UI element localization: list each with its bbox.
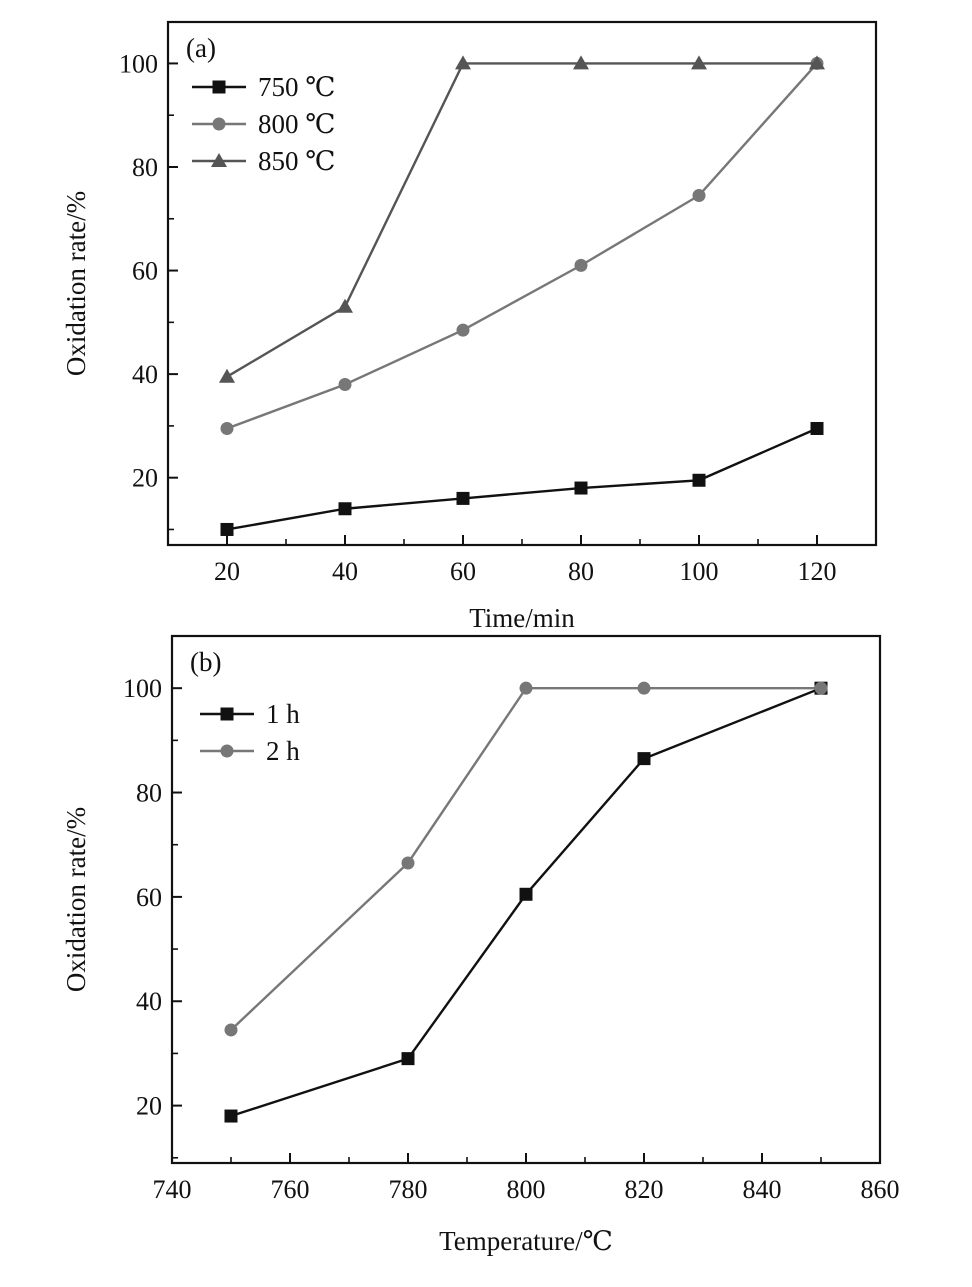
data-point xyxy=(814,681,828,695)
x-tick-label: 80 xyxy=(568,557,594,586)
series-line xyxy=(226,62,818,430)
data-point xyxy=(573,55,589,70)
legend-entry-2-h: 2 h xyxy=(200,736,300,766)
data-point xyxy=(519,681,533,695)
data-point xyxy=(637,681,651,695)
x-tick-label: 100 xyxy=(680,557,719,586)
y-tick-label: 40 xyxy=(136,987,162,1016)
series-line xyxy=(230,686,821,1031)
legend-label: 850 ℃ xyxy=(258,146,335,176)
data-point xyxy=(224,1023,238,1037)
data-point xyxy=(456,491,470,505)
data-point xyxy=(519,887,533,901)
x-axis-title: Temperature/℃ xyxy=(439,1226,613,1256)
panel-label: (b) xyxy=(190,647,221,677)
data-point xyxy=(338,502,352,516)
x-tick-label: 820 xyxy=(625,1175,664,1204)
y-tick-label: 20 xyxy=(132,464,158,493)
legend-marker xyxy=(220,744,234,758)
data-point xyxy=(809,55,825,70)
y-tick-label: 100 xyxy=(119,49,158,78)
chart-panel-b: 740 760 780 800 820 840 860 20 40 60 80 100 Temperat… xyxy=(61,634,900,1256)
data-point xyxy=(220,522,234,536)
data-point xyxy=(401,1052,415,1066)
data-point xyxy=(574,481,588,495)
chart-panel-a: 20 40 60 80 100 120 20 40 60 80 100 Time/min Oxidati… xyxy=(61,20,878,633)
panel-label: (a) xyxy=(186,33,216,63)
data-point xyxy=(810,421,824,435)
series-line xyxy=(226,427,818,531)
data-point xyxy=(456,323,470,337)
legend-label: 1 h xyxy=(266,699,300,729)
y-tick-label: 60 xyxy=(132,257,158,286)
data-point xyxy=(220,421,234,435)
x-tick-label: 120 xyxy=(798,557,837,586)
data-point xyxy=(401,856,415,870)
data-point xyxy=(219,368,235,383)
x-tick-label: 20 xyxy=(214,557,240,586)
data-point xyxy=(637,752,651,766)
x-tick-label: 760 xyxy=(271,1175,310,1204)
x-tick-label: 40 xyxy=(332,557,358,586)
data-point xyxy=(691,55,707,70)
x-tick-label: 800 xyxy=(507,1175,546,1204)
legend-label: 750 ℃ xyxy=(258,72,335,102)
x-tick-label: 60 xyxy=(450,557,476,586)
legend-entry-750: 750 ℃ xyxy=(192,72,335,102)
data-point xyxy=(692,473,706,487)
y-tick-label: 100 xyxy=(123,674,162,703)
series-850 xyxy=(219,55,825,383)
data-point xyxy=(337,298,353,313)
data-point xyxy=(455,55,471,70)
series-line xyxy=(230,687,822,1118)
series-800 xyxy=(220,56,824,435)
legend-marker xyxy=(212,117,226,131)
x-tick-label: 740 xyxy=(153,1175,192,1204)
legend-label: 2 h xyxy=(266,736,300,766)
y-tick-label: 20 xyxy=(136,1092,162,1121)
y-tick-label: 80 xyxy=(132,153,158,182)
series-750 xyxy=(220,421,824,536)
legend-label: 800 ℃ xyxy=(258,109,335,139)
data-point xyxy=(692,188,706,202)
legend-entry-850: 850 ℃ xyxy=(192,146,335,176)
x-axis-title: Time/min xyxy=(469,603,575,633)
x-tick-label: 780 xyxy=(389,1175,428,1204)
x-tick-label: 840 xyxy=(743,1175,782,1204)
y-tick-label: 40 xyxy=(132,360,158,389)
data-point xyxy=(574,258,588,272)
legend-marker xyxy=(212,80,226,94)
y-axis-title: Oxidation rate/% xyxy=(61,807,91,992)
legend-entry-800: 800 ℃ xyxy=(192,109,335,139)
y-tick-label: 60 xyxy=(136,883,162,912)
legend-marker xyxy=(211,153,227,167)
y-axis-title: Oxidation rate/% xyxy=(61,191,91,376)
y-tick-label: 80 xyxy=(136,779,162,808)
series-line xyxy=(226,62,817,378)
x-tick-label: 860 xyxy=(861,1175,900,1204)
legend-entry-1-h: 1 h xyxy=(200,699,300,729)
series-2-h xyxy=(224,681,828,1037)
legend-marker xyxy=(220,707,234,721)
data-point xyxy=(224,1109,238,1123)
data-point xyxy=(338,377,352,391)
series-1-h xyxy=(224,681,828,1123)
